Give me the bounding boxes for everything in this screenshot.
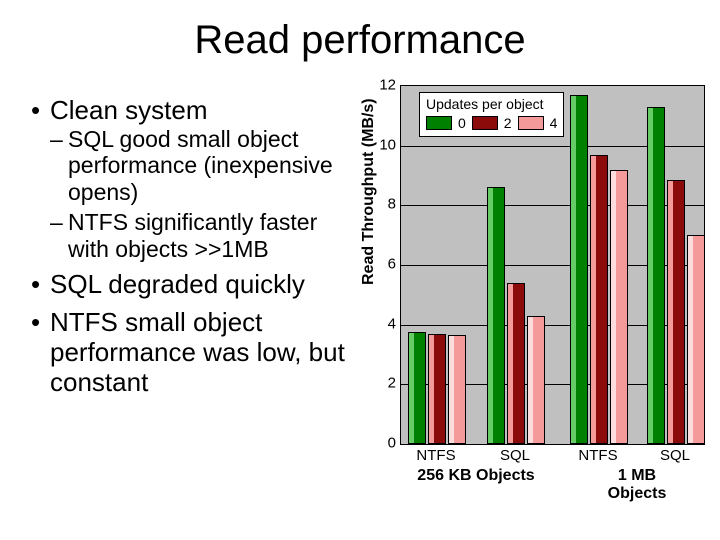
bullet-1a: SQL good small object performance (inexp… [50, 126, 363, 205]
y-tick: 12 [370, 77, 396, 94]
legend-swatch-0 [426, 116, 452, 130]
legend-label-0: 0 [458, 115, 466, 132]
group-label: 1 MB Objects [601, 467, 674, 503]
category-label: NTFS [578, 447, 617, 464]
legend-swatch-4 [518, 116, 544, 130]
page-title: Read performance [0, 18, 720, 63]
slide: Read performance Clean system SQL good s… [0, 0, 720, 540]
category-label: SQL [660, 447, 690, 464]
bullet-2: SQL degraded quickly [28, 270, 363, 300]
category-label: NTFS [416, 447, 455, 464]
bullet-list: Clean system SQL good small object perfo… [28, 96, 363, 406]
legend-row: 0 2 4 [426, 115, 557, 132]
y-tick: 8 [370, 196, 396, 213]
y-tick: 10 [370, 136, 396, 153]
y-tick: 4 [370, 315, 396, 332]
category-label: SQL [500, 447, 530, 464]
bar [590, 155, 608, 444]
bar-group [408, 332, 466, 444]
plot-area: Updates per object 0 2 4 [400, 85, 705, 445]
legend-title: Updates per object [426, 96, 557, 113]
bar [487, 187, 505, 444]
legend-label-4: 4 [550, 115, 558, 132]
read-throughput-chart: Read Throughput (MB/s) Updates per objec… [370, 85, 710, 515]
legend-label-2: 2 [504, 115, 512, 132]
legend-swatch-2 [472, 116, 498, 130]
legend: Updates per object 0 2 4 [419, 92, 564, 137]
bar [428, 334, 446, 444]
bullet-1b: NTFS significantly faster with objects >… [50, 209, 363, 262]
bar-group [647, 107, 705, 444]
bar-group [570, 95, 628, 444]
bullet-3: NTFS small object performance was low, b… [28, 308, 363, 398]
bar [610, 170, 628, 444]
bar [667, 180, 685, 444]
bar [408, 332, 426, 444]
bar [527, 316, 545, 444]
group-label: 256 KB Objects [417, 467, 534, 485]
bullet-1-text: Clean system [50, 95, 208, 125]
bar [507, 283, 525, 444]
bar [687, 235, 705, 444]
y-tick: 6 [370, 256, 396, 273]
bar-group [487, 187, 545, 444]
bullet-1: Clean system SQL good small object perfo… [28, 96, 363, 262]
bar [647, 107, 665, 444]
y-tick: 2 [370, 375, 396, 392]
bar [448, 335, 466, 444]
y-tick: 0 [370, 435, 396, 452]
bar [570, 95, 588, 444]
